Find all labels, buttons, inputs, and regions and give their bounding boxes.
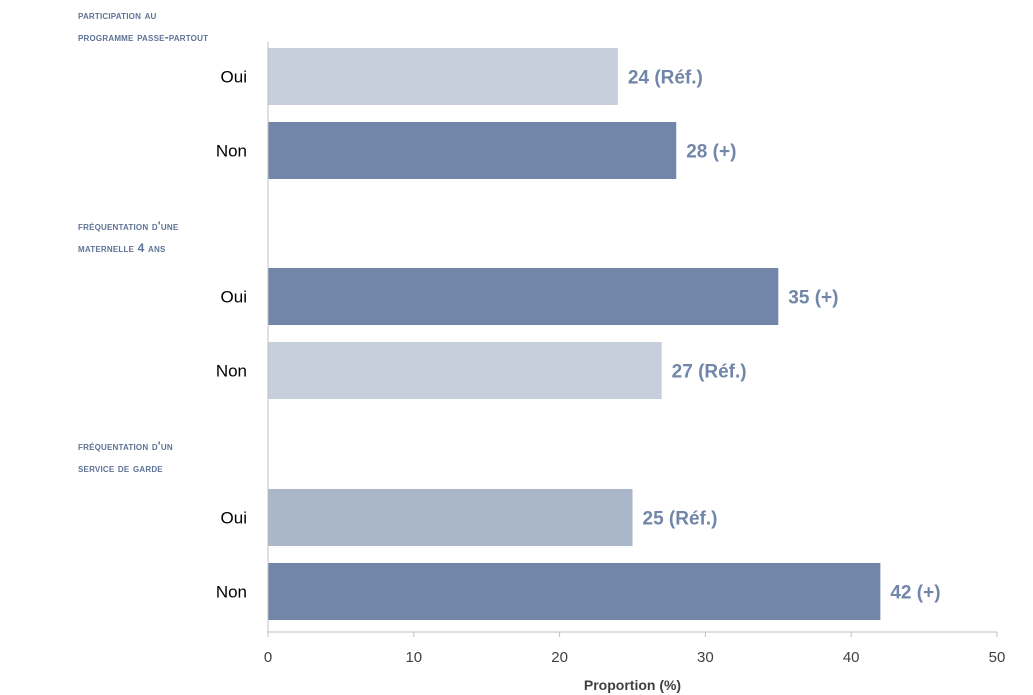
group-title-2-line-1: FRÉQUENTATION D'UNE: [78, 219, 179, 233]
group-title-3: FRÉQUENTATION D'UN SERVICE DE GARDE: [78, 435, 173, 479]
category-label: Oui: [221, 68, 247, 87]
bar-2-non: [268, 342, 662, 399]
x-axis-title: Proportion (%): [584, 677, 681, 693]
group-title-1: PARTICIPATION AU PROGRAMME PASSE-PARTOUT: [78, 4, 208, 48]
bar-1-non: [268, 122, 677, 179]
data-label: 24 (Réf.): [628, 68, 703, 89]
group-title-3-line-1: FRÉQUENTATION D'UN: [78, 439, 173, 453]
category-label: Oui: [221, 509, 247, 528]
category-label: Non: [216, 583, 247, 602]
x-tick-label: 40: [843, 649, 860, 666]
x-tick-label: 20: [551, 649, 568, 666]
data-label: 35 (+): [788, 288, 838, 309]
bar-3-oui: [268, 489, 633, 546]
data-label: 28 (+): [686, 142, 736, 163]
data-label: 25 (Réf.): [643, 509, 718, 530]
x-tick-label: 0: [264, 649, 272, 666]
data-label: 42 (+): [890, 583, 940, 604]
group-title-1-line-1: PARTICIPATION AU: [78, 8, 157, 22]
bar-3-non: [268, 563, 881, 620]
group-title-1-line-2: PROGRAMME PASSE-PARTOUT: [78, 30, 209, 44]
x-tick-label: 10: [405, 649, 422, 666]
group-title-2: FRÉQUENTATION D'UNE MATERNELLE 4 ANS: [78, 215, 178, 259]
group-title-2-line-2: MATERNELLE 4 ANS: [78, 241, 166, 255]
category-label: Non: [216, 362, 247, 381]
bar-2-oui: [268, 268, 779, 325]
bar-1-oui: [268, 48, 618, 105]
category-label: Oui: [221, 288, 247, 307]
category-label: Non: [216, 142, 247, 161]
group-title-3-line-2: SERVICE DE GARDE: [78, 461, 163, 475]
x-tick-label: 50: [989, 649, 1006, 666]
data-label: 27 (Réf.): [672, 362, 747, 383]
x-tick-label: 30: [697, 649, 714, 666]
